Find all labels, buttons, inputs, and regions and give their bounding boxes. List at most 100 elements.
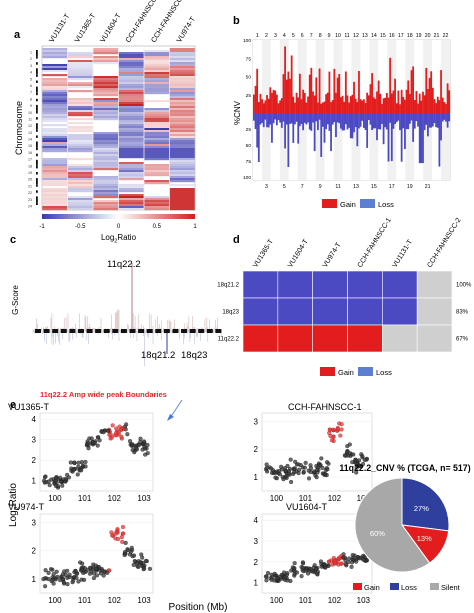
heatmap-cell bbox=[42, 70, 68, 73]
chromosome-bottom-label: 9 bbox=[319, 184, 322, 190]
heatmap-cell bbox=[118, 194, 144, 197]
heatmap-cell bbox=[144, 120, 170, 123]
loss-bar bbox=[321, 113, 324, 127]
chromosome-segment bbox=[120, 329, 127, 333]
pie-slice-label: 27% bbox=[414, 504, 429, 513]
loss-bar bbox=[399, 113, 401, 131]
chromosome-segment bbox=[138, 329, 145, 333]
gain-bar bbox=[341, 95, 344, 113]
heatmap-cell bbox=[67, 198, 93, 201]
legend-swatch bbox=[430, 583, 439, 590]
y-tick-label: 3 bbox=[32, 436, 37, 445]
gain-bar bbox=[364, 103, 367, 113]
loss-bar bbox=[440, 113, 442, 141]
data-point bbox=[53, 483, 59, 489]
column-label: VU1131-T bbox=[392, 238, 415, 269]
data-point bbox=[119, 535, 124, 540]
heatmap-cell bbox=[144, 66, 170, 69]
chromosome-tick-label: 13 bbox=[28, 131, 32, 135]
loss-bar bbox=[436, 113, 439, 128]
pie-slice-label: 60% bbox=[370, 529, 385, 538]
data-point bbox=[302, 465, 307, 470]
heatmap-cell bbox=[93, 194, 119, 197]
gain-bar bbox=[387, 97, 390, 113]
legend-label-loss: Loss bbox=[376, 368, 392, 377]
heatmap-cell bbox=[42, 100, 68, 103]
heatmap-cell bbox=[42, 204, 68, 207]
heatmap-cell bbox=[169, 194, 195, 197]
heatmap-cell bbox=[144, 126, 170, 129]
gain-bar bbox=[257, 102, 260, 113]
loss-bar bbox=[385, 113, 388, 130]
colorbar-tick-label: -1 bbox=[39, 224, 45, 230]
heatmap-cell bbox=[42, 182, 68, 185]
heatmap-cell bbox=[144, 74, 170, 77]
heatmap-cell bbox=[169, 142, 195, 145]
chromosome-bottom-label: 15 bbox=[371, 184, 377, 190]
gain-bar bbox=[361, 100, 364, 113]
data-point bbox=[349, 564, 354, 569]
data-point bbox=[143, 452, 148, 457]
gain-bar bbox=[261, 99, 263, 113]
gain-bar bbox=[385, 93, 388, 113]
loss-bar bbox=[295, 113, 298, 122]
panel-label-b: b bbox=[233, 15, 240, 27]
chromosome-band bbox=[36, 123, 38, 130]
gain-bar bbox=[410, 70, 413, 113]
heatmap-cell bbox=[144, 200, 170, 203]
heatmap-cell bbox=[93, 202, 119, 205]
chromosome-bottom-label: 3 bbox=[265, 184, 268, 190]
gain-bar bbox=[277, 103, 280, 113]
heatmap-cell bbox=[169, 120, 195, 123]
data-point bbox=[289, 479, 294, 485]
heatmap-cell bbox=[93, 88, 119, 91]
loss-bar bbox=[330, 113, 332, 152]
heatmap-cell bbox=[118, 80, 144, 83]
gain-bar bbox=[262, 103, 265, 113]
chromosome-top-label: 6 bbox=[301, 33, 304, 39]
heatmap-cell bbox=[118, 204, 144, 207]
annotation-arrow bbox=[169, 399, 183, 419]
gain-bar bbox=[346, 95, 349, 113]
data-point bbox=[292, 561, 297, 566]
heatmap-cell bbox=[67, 144, 93, 147]
heatmap-cell bbox=[42, 144, 68, 147]
heatmap-cell bbox=[118, 64, 144, 67]
chromosome-segment bbox=[69, 329, 76, 333]
heatmap-cell bbox=[169, 184, 195, 187]
heatmap-cell bbox=[144, 202, 170, 205]
heatmap-cell bbox=[93, 146, 119, 149]
heatmap-cell bbox=[93, 190, 119, 193]
data-point bbox=[362, 457, 367, 463]
heatmap-cell bbox=[169, 94, 195, 97]
heatmap-cell bbox=[118, 166, 144, 169]
column-label: VU1365-T bbox=[72, 11, 97, 44]
heatmap-cell bbox=[42, 48, 68, 51]
loss-bar bbox=[395, 113, 398, 123]
loss-bar bbox=[323, 113, 326, 143]
heatmap-cell bbox=[42, 178, 68, 181]
data-point bbox=[46, 570, 51, 575]
data-point bbox=[60, 576, 65, 581]
gain-bar bbox=[331, 100, 334, 113]
data-point bbox=[68, 460, 73, 465]
loss-bar bbox=[336, 113, 339, 123]
heatmap-cell bbox=[42, 106, 68, 109]
heatmap-cell bbox=[144, 118, 170, 121]
loss-bar bbox=[344, 113, 347, 125]
heatmap-cell bbox=[93, 154, 119, 157]
heatmap-cell bbox=[169, 200, 195, 203]
panel-d-heatmap: VU1365-T VU1604-T VU974-T CCH-FAHNSCC-1VU11… bbox=[217, 217, 472, 377]
pie-title: 11q22.2_CNV % (TCGA, n= 517) bbox=[339, 463, 470, 473]
heatmap-cell bbox=[118, 188, 144, 191]
heatmap-cell bbox=[118, 132, 144, 135]
loss-bar bbox=[354, 113, 357, 128]
gain-bar bbox=[336, 77, 339, 113]
data-point bbox=[300, 560, 305, 565]
heatmap-cell bbox=[144, 174, 170, 177]
gain-bar bbox=[392, 90, 395, 113]
heatmap-cell bbox=[42, 174, 68, 177]
gain-bar bbox=[284, 46, 286, 113]
loss-bar bbox=[340, 113, 342, 129]
state-cell bbox=[347, 324, 383, 353]
